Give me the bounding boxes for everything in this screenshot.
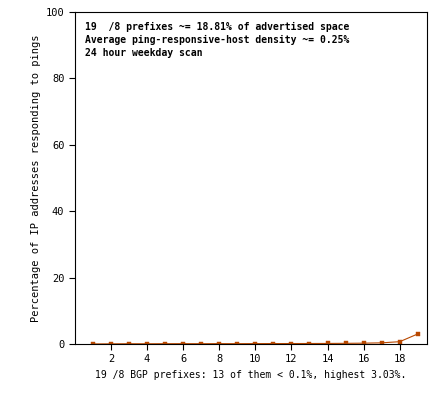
Y-axis label: Percentage of IP addresses responding to pings: Percentage of IP addresses responding to…	[32, 34, 41, 322]
X-axis label: 19 /8 BGP prefixes: 13 of them < 0.1%, highest 3.03%.: 19 /8 BGP prefixes: 13 of them < 0.1%, h…	[95, 370, 407, 380]
Text: 19  /8 prefixes ~= 18.81% of advertised space
Average ping-responsive-host densi: 19 /8 prefixes ~= 18.81% of advertised s…	[85, 22, 350, 58]
